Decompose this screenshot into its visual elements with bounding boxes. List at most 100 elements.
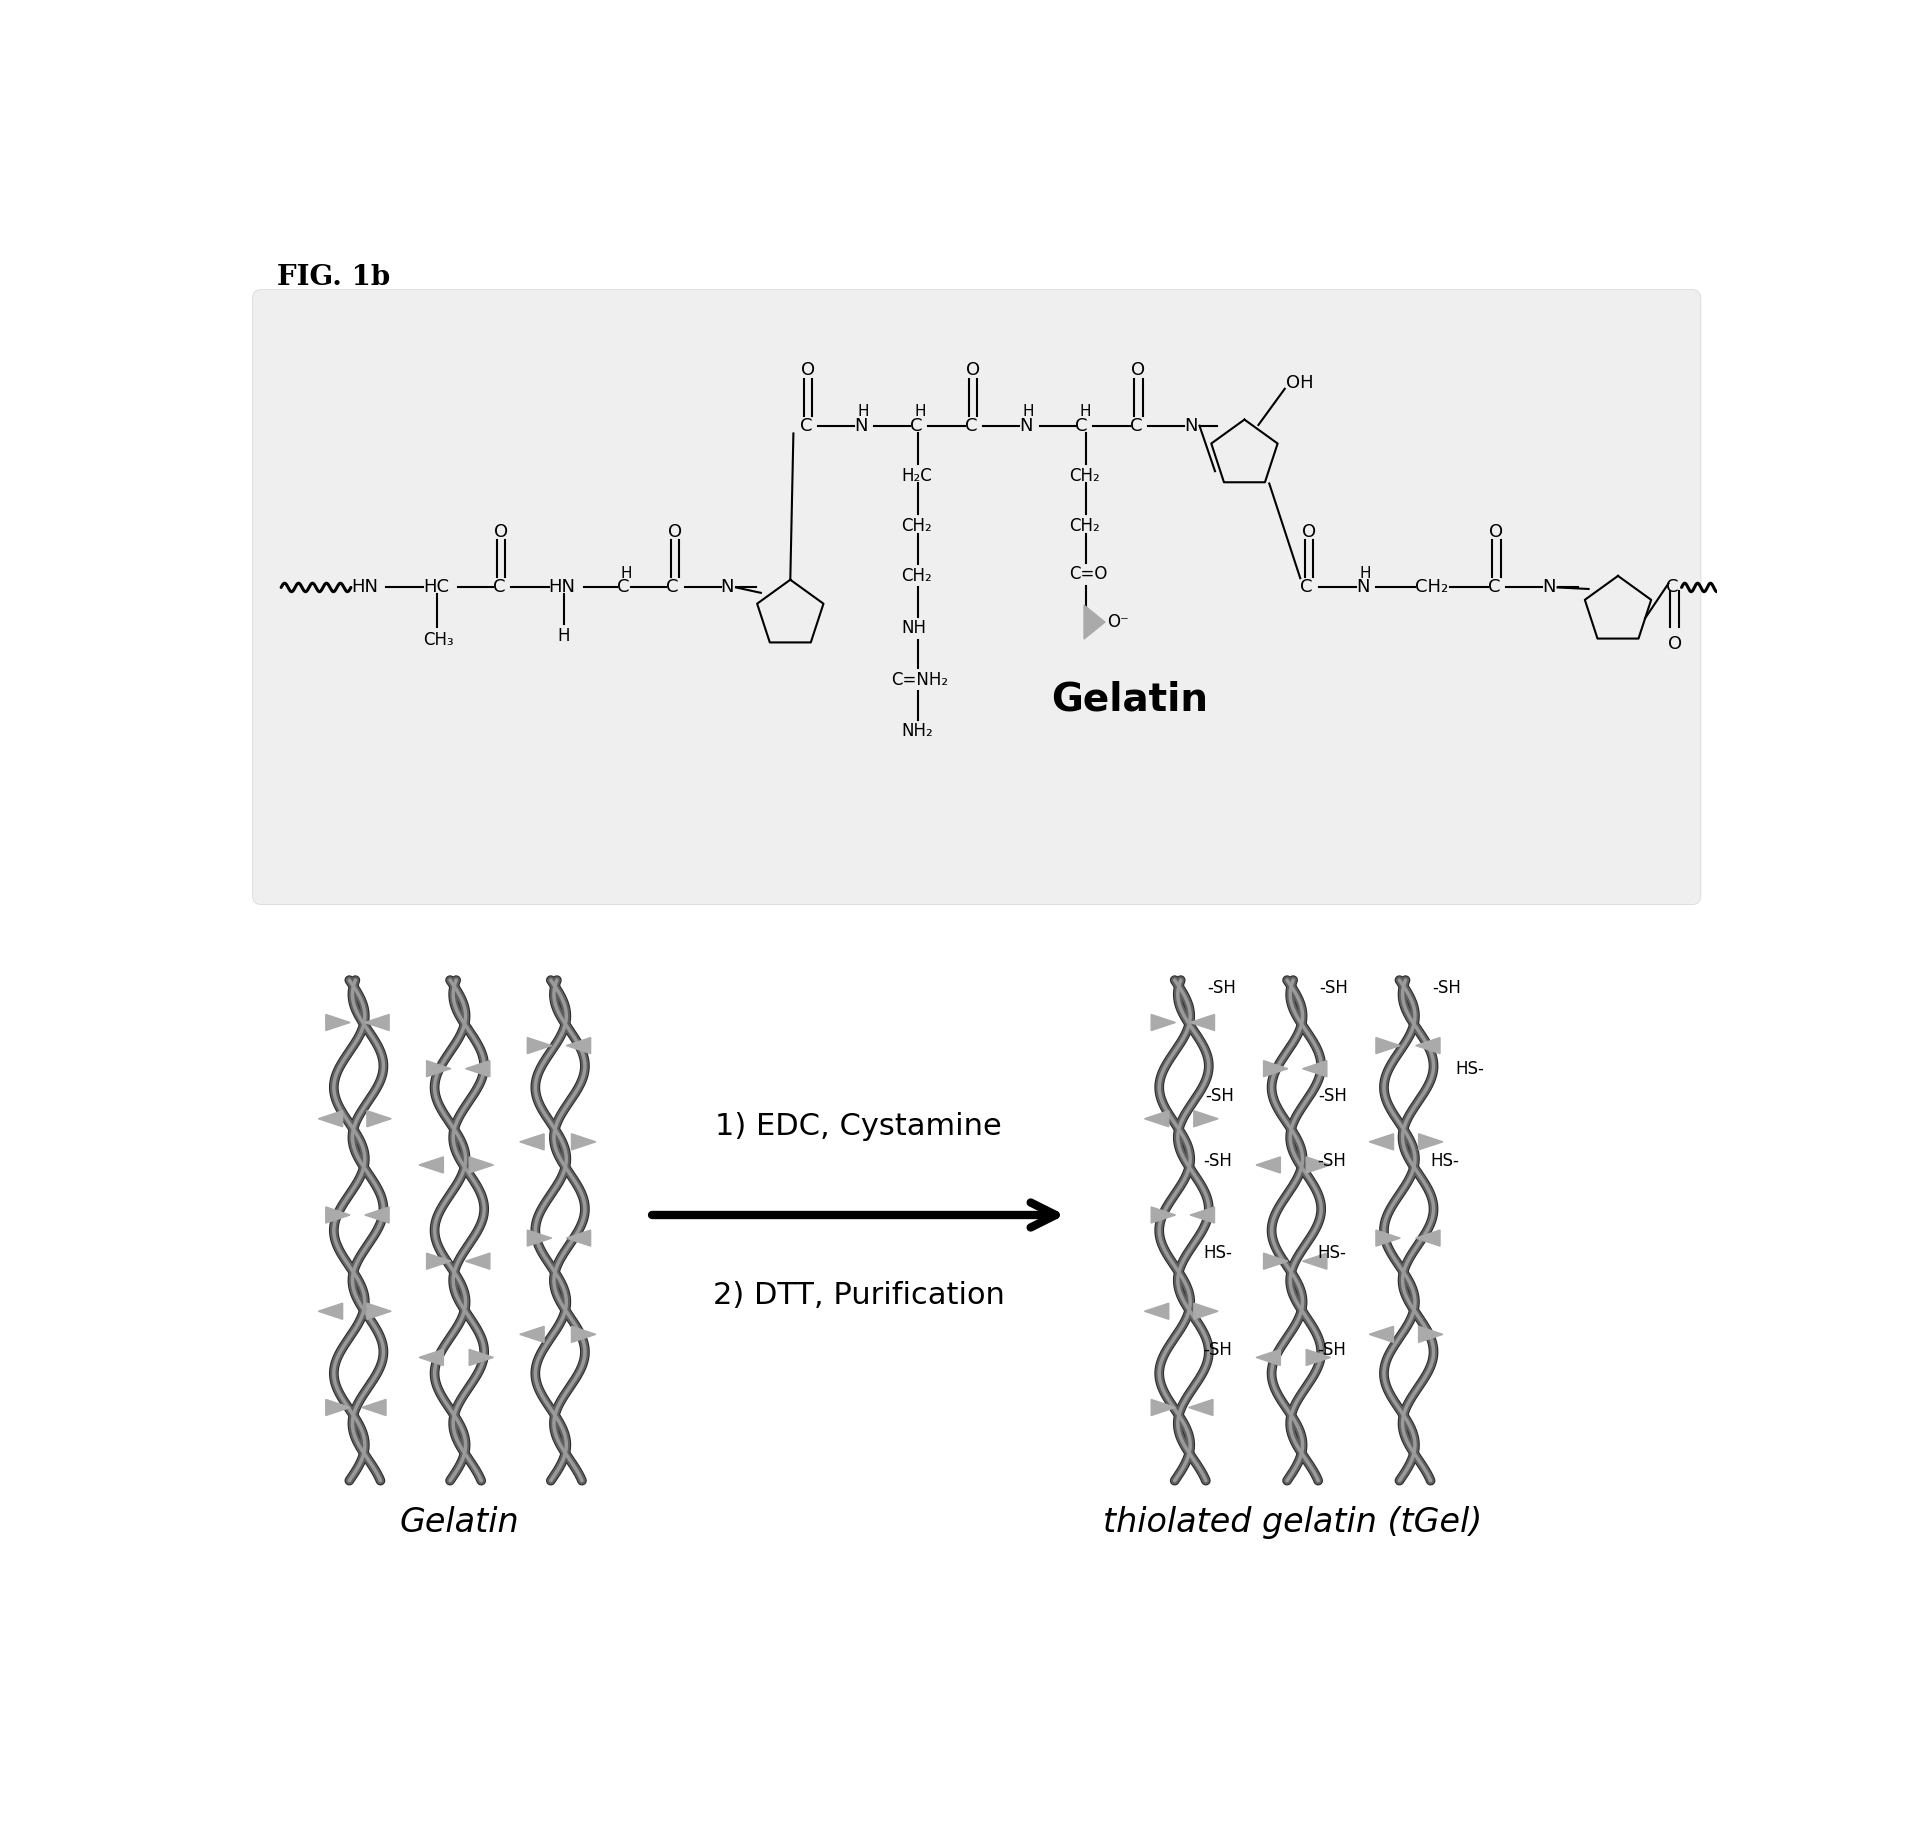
Polygon shape	[1194, 1110, 1217, 1127]
Text: O⁻: O⁻	[1106, 613, 1129, 631]
Polygon shape	[427, 1060, 450, 1077]
Text: N: N	[1018, 416, 1032, 434]
Text: H₂C: H₂C	[900, 468, 931, 484]
Polygon shape	[1150, 1208, 1175, 1222]
Polygon shape	[1188, 1399, 1213, 1416]
Polygon shape	[326, 1399, 349, 1416]
Text: CH₂: CH₂	[1068, 468, 1100, 484]
Polygon shape	[566, 1230, 591, 1246]
Polygon shape	[1150, 1399, 1175, 1416]
Text: N: N	[1356, 578, 1369, 596]
Text: O: O	[1667, 635, 1680, 654]
Polygon shape	[420, 1156, 442, 1173]
Polygon shape	[465, 1254, 490, 1268]
Text: H: H	[858, 405, 870, 420]
Polygon shape	[519, 1326, 543, 1342]
Polygon shape	[526, 1230, 551, 1246]
Polygon shape	[1415, 1230, 1440, 1246]
Text: OH: OH	[1285, 374, 1314, 392]
Text: CH₂: CH₂	[900, 517, 931, 536]
Text: FIG. 1b: FIG. 1b	[277, 263, 391, 291]
Polygon shape	[1369, 1326, 1392, 1342]
Polygon shape	[1262, 1254, 1287, 1268]
Polygon shape	[1083, 606, 1104, 639]
Polygon shape	[326, 1014, 349, 1031]
Text: H: H	[1360, 565, 1371, 582]
Text: -SH: -SH	[1316, 1340, 1346, 1359]
Polygon shape	[572, 1134, 595, 1151]
FancyBboxPatch shape	[252, 289, 1699, 904]
Polygon shape	[1144, 1303, 1169, 1320]
Polygon shape	[1375, 1230, 1400, 1246]
Polygon shape	[469, 1349, 494, 1366]
Text: H: H	[913, 405, 925, 420]
Text: C: C	[1487, 578, 1499, 596]
Text: Gelatin: Gelatin	[1051, 679, 1207, 718]
Text: CH₂: CH₂	[900, 567, 931, 585]
Text: thiolated gelatin (tGel): thiolated gelatin (tGel)	[1102, 1506, 1482, 1539]
Text: H: H	[1079, 405, 1091, 420]
Polygon shape	[1194, 1303, 1217, 1320]
Polygon shape	[1417, 1134, 1442, 1151]
Text: C=O: C=O	[1068, 565, 1108, 584]
Text: C: C	[1129, 416, 1142, 434]
Text: HN: HN	[351, 578, 378, 596]
Text: O: O	[1301, 523, 1316, 541]
Text: 1) EDC, Cystamine: 1) EDC, Cystamine	[715, 1112, 1001, 1141]
Polygon shape	[566, 1038, 591, 1053]
Polygon shape	[1255, 1156, 1280, 1173]
Polygon shape	[519, 1134, 543, 1151]
Text: H: H	[620, 565, 631, 582]
Text: N: N	[1184, 416, 1198, 434]
Text: N: N	[854, 416, 868, 434]
Polygon shape	[318, 1303, 343, 1320]
Text: -SH: -SH	[1320, 979, 1348, 996]
Text: HN: HN	[547, 578, 576, 596]
Text: -SH: -SH	[1316, 1152, 1346, 1171]
Polygon shape	[1369, 1134, 1392, 1151]
Text: C: C	[1665, 578, 1678, 596]
Polygon shape	[1190, 1014, 1215, 1031]
Text: C: C	[1076, 416, 1087, 434]
Polygon shape	[364, 1014, 389, 1031]
Text: NH: NH	[900, 619, 925, 637]
Text: O: O	[801, 361, 814, 379]
Text: -SH: -SH	[1207, 979, 1236, 996]
Polygon shape	[1375, 1038, 1400, 1053]
Text: N: N	[1541, 578, 1554, 596]
Polygon shape	[1144, 1110, 1169, 1127]
Polygon shape	[366, 1303, 391, 1320]
Text: Gelatin: Gelatin	[399, 1506, 519, 1539]
Text: -SH: -SH	[1318, 1086, 1346, 1105]
Text: O: O	[667, 523, 681, 541]
Text: -SH: -SH	[1203, 1152, 1232, 1171]
Polygon shape	[1417, 1326, 1442, 1342]
Polygon shape	[1302, 1254, 1325, 1268]
Text: -SH: -SH	[1432, 979, 1461, 996]
Polygon shape	[572, 1326, 595, 1342]
Text: CH₂: CH₂	[1068, 517, 1100, 536]
Text: -SH: -SH	[1205, 1086, 1234, 1105]
Text: HS-: HS-	[1430, 1152, 1459, 1171]
Text: C: C	[799, 416, 812, 434]
Text: 2) DTT, Purification: 2) DTT, Purification	[711, 1281, 1003, 1311]
Text: C: C	[616, 578, 629, 596]
Polygon shape	[364, 1208, 389, 1222]
Polygon shape	[427, 1254, 450, 1268]
Text: HS-: HS-	[1203, 1245, 1232, 1263]
Polygon shape	[1302, 1060, 1325, 1077]
Polygon shape	[362, 1399, 385, 1416]
Polygon shape	[465, 1060, 490, 1077]
Polygon shape	[326, 1208, 349, 1222]
Text: C: C	[666, 578, 679, 596]
Text: H: H	[557, 628, 570, 644]
Text: -SH: -SH	[1203, 1340, 1232, 1359]
Text: C: C	[1299, 578, 1312, 596]
Text: C: C	[910, 416, 923, 434]
Polygon shape	[318, 1110, 343, 1127]
Text: O: O	[1489, 523, 1503, 541]
Text: O: O	[494, 523, 507, 541]
Polygon shape	[1306, 1156, 1329, 1173]
Text: C: C	[492, 578, 505, 596]
Text: H: H	[1022, 405, 1034, 420]
